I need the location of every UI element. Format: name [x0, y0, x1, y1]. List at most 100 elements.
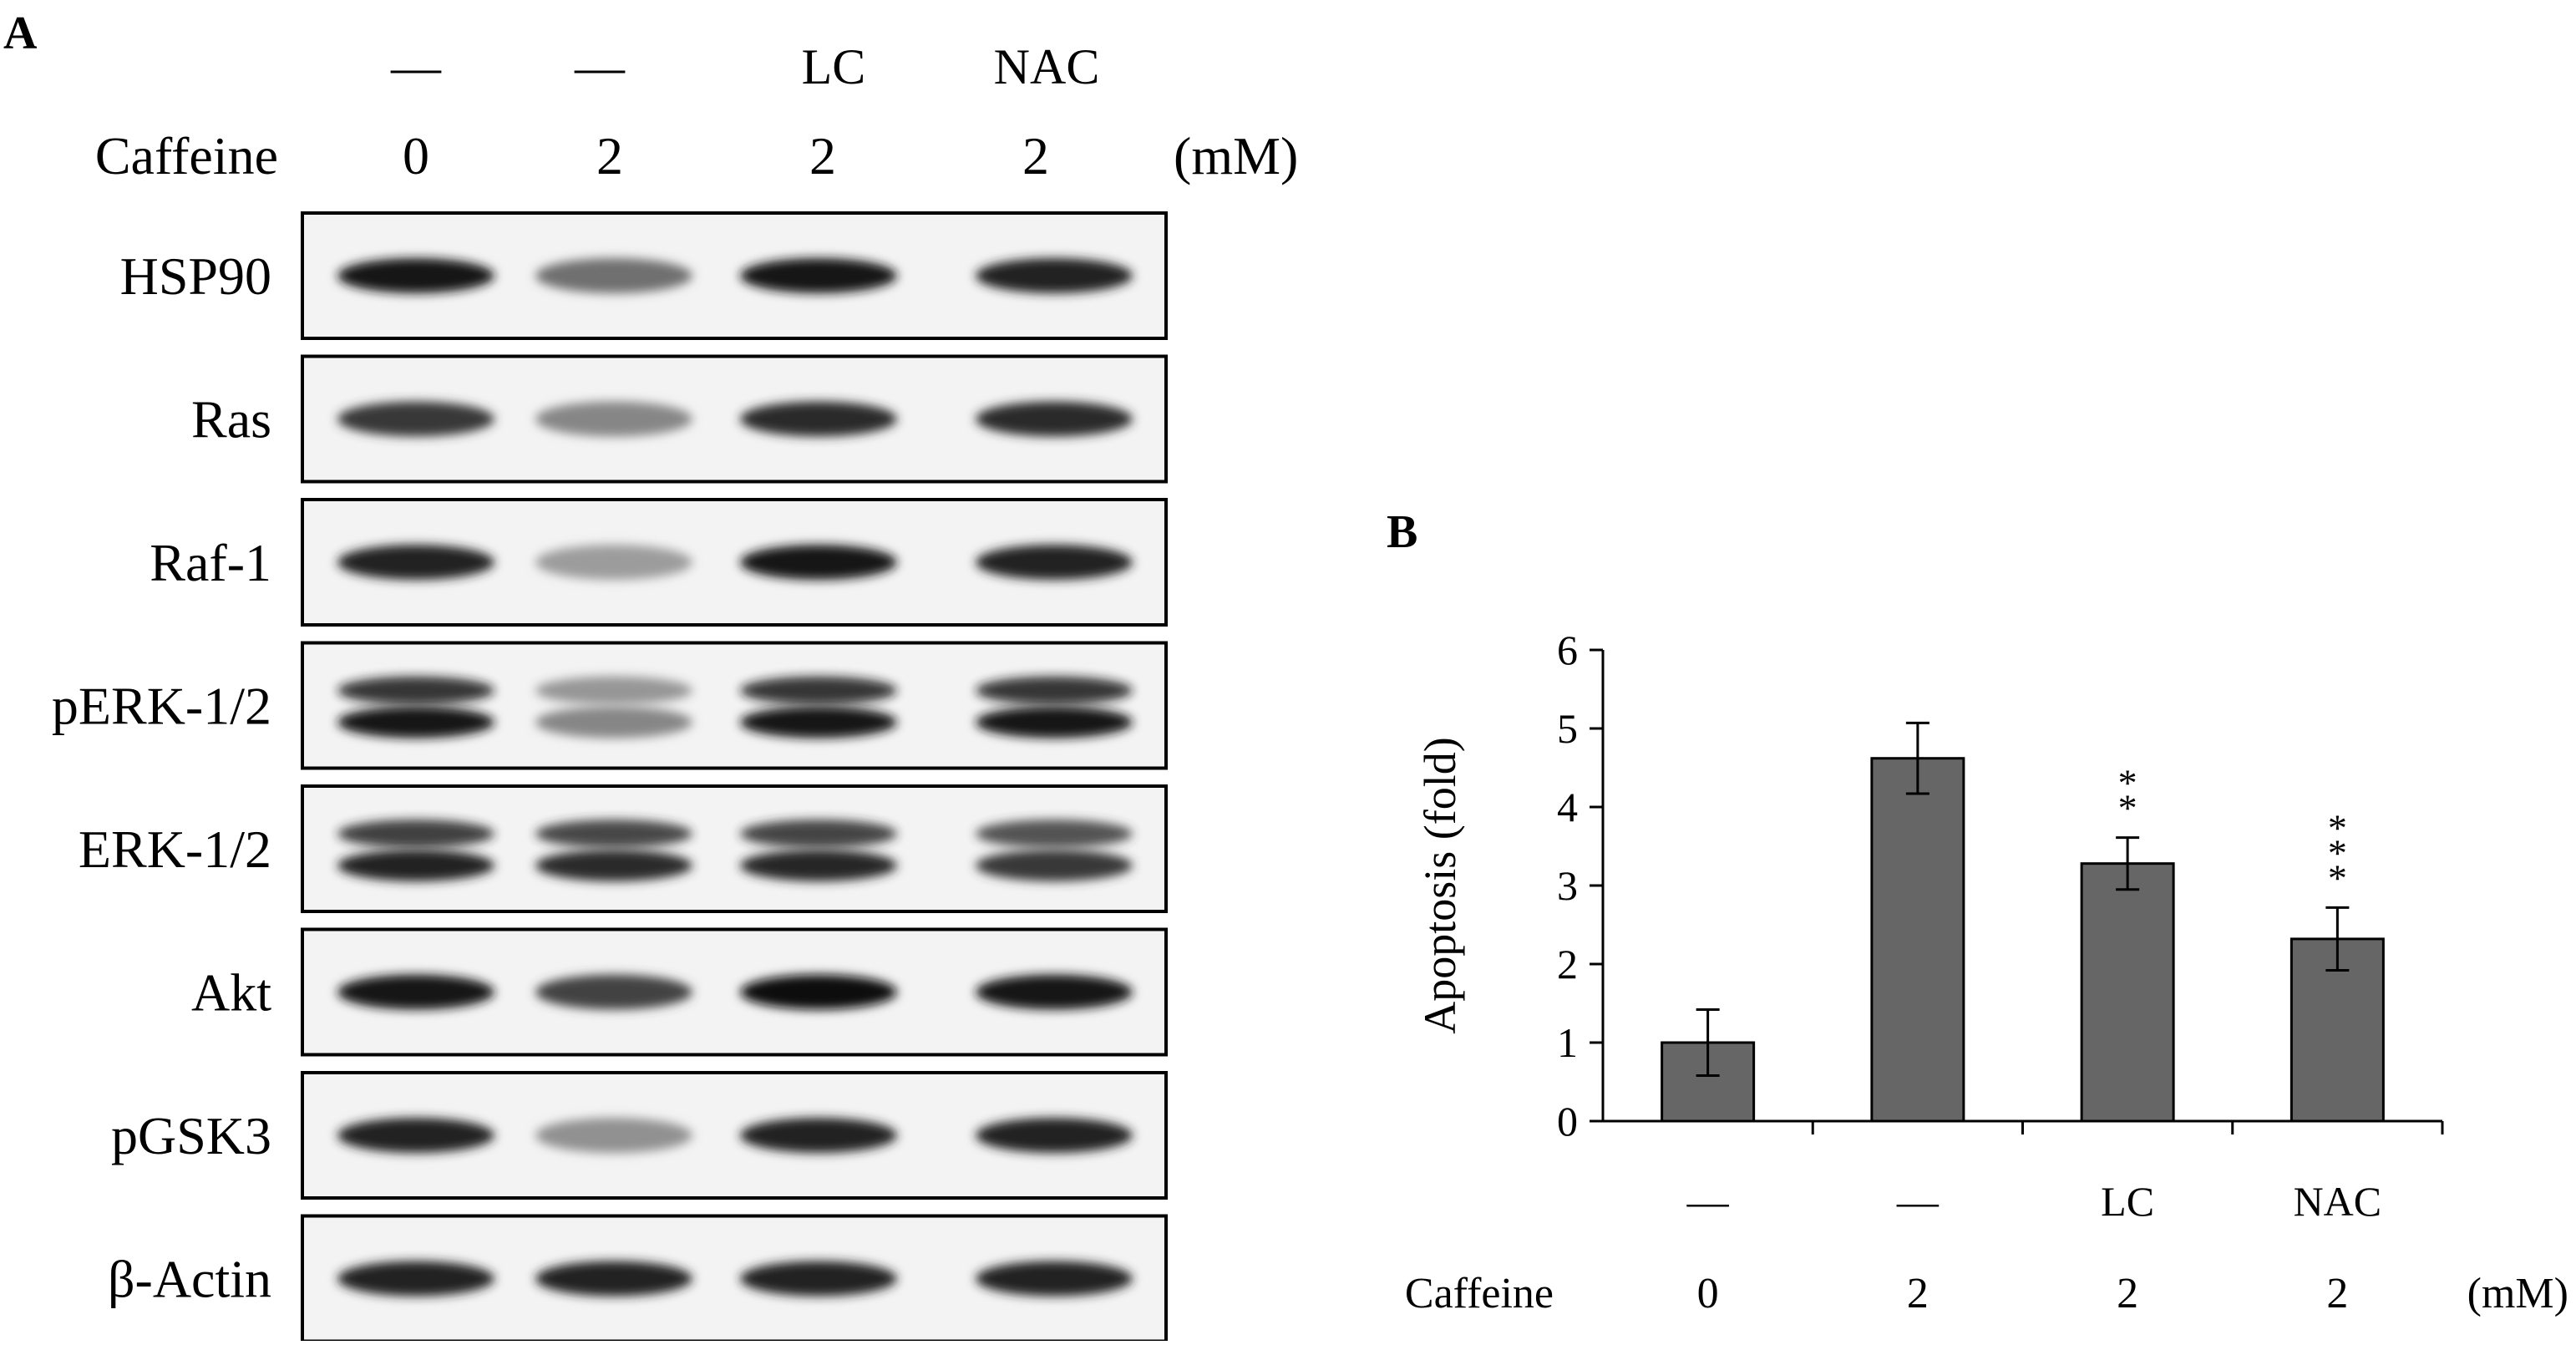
dose-label: 2: [596, 126, 623, 185]
caffeine-label: Caffeine: [95, 126, 278, 185]
y-axis-label: Apoptosis (fold): [1415, 737, 1465, 1033]
dose-label: 0: [1697, 1270, 1719, 1317]
panel-a-treatment-row: — — LC NAC: [390, 39, 1099, 94]
blot-band: [535, 706, 692, 738]
error-bar: [2325, 906, 2350, 972]
error-bars: [1696, 721, 2350, 1077]
panel-b-label: B: [1387, 506, 1417, 558]
error-bar: [1905, 721, 1929, 795]
dose-label: 2: [2117, 1270, 2138, 1317]
blot-band: [337, 820, 494, 848]
panel-a-label: A: [3, 8, 38, 59]
blot-band: [740, 850, 897, 881]
blot-band: [337, 706, 494, 738]
blot-row: β-Actin: [108, 1214, 1168, 1343]
caffeine-label: Caffeine: [1405, 1270, 1554, 1317]
blot-band: [535, 820, 692, 848]
dose-label: 2: [1022, 126, 1049, 185]
blot-band: [976, 1118, 1133, 1153]
protein-label: Raf-1: [150, 533, 271, 592]
blot-band: [740, 676, 897, 705]
blot-band: [740, 820, 897, 848]
unit-label: (mM): [1174, 126, 1298, 185]
blot-band: [976, 974, 1133, 1010]
blot-band: [535, 258, 692, 293]
treatment-label: LC: [802, 39, 866, 94]
blot-band: [976, 706, 1133, 738]
protein-label: β-Actin: [108, 1250, 271, 1309]
blot-band: [740, 545, 897, 580]
protein-label: HSP90: [120, 246, 271, 306]
blot-row: ERK-1/2: [79, 784, 1168, 913]
blot-band: [535, 545, 692, 580]
blot-band: [337, 974, 494, 1010]
blot-frame: [301, 784, 1168, 913]
protein-label: Akt: [191, 963, 271, 1023]
blot-band: [976, 676, 1133, 705]
treatment-label: NAC: [2294, 1178, 2382, 1225]
protein-label: ERK-1/2: [79, 820, 271, 879]
treatment-label: LC: [2101, 1178, 2154, 1225]
blot-row: pGSK3: [111, 1071, 1168, 1200]
blot-band: [337, 258, 494, 293]
blot-band: [535, 1118, 692, 1153]
dose-label: 2: [809, 126, 836, 185]
y-tick-label: 0: [1557, 1098, 1578, 1145]
bar: [1870, 757, 1965, 1123]
blot-band: [535, 974, 692, 1010]
blot-row: HSP90: [120, 211, 1168, 340]
blot-band: [535, 1261, 692, 1297]
blot-band: [337, 850, 494, 881]
blot-band: [976, 545, 1133, 580]
bar: [2080, 862, 2175, 1123]
blot-band: [976, 850, 1133, 881]
significance-label: * * *: [2328, 806, 2347, 899]
blot-frame: [301, 641, 1168, 770]
blot-row: Akt: [191, 927, 1168, 1057]
blot-row: Ras: [191, 354, 1168, 484]
blot-band: [337, 1261, 494, 1297]
blot-band: [535, 401, 692, 437]
treatment-label: —: [1896, 1178, 1940, 1225]
treatment-label: —: [390, 39, 442, 94]
blot-band: [740, 401, 897, 437]
bars: [1661, 757, 2385, 1123]
blot-band: [976, 1261, 1133, 1297]
significance-marks: * * * * *: [2118, 762, 2347, 900]
dose-label: 2: [1907, 1270, 1929, 1317]
y-tick-label: 2: [1557, 941, 1578, 987]
western-blot-panels: HSP90 Ras Raf-1 pERK-1/2 ERK-1/2 Akt pGSK3 β-Ac…: [52, 211, 1168, 1343]
dose-label: 2: [2326, 1270, 2348, 1317]
blot-band: [535, 676, 692, 705]
y-tick-label: 3: [1557, 862, 1578, 909]
y-tick-label: 5: [1557, 705, 1578, 752]
blot-band: [740, 1118, 897, 1153]
blot-band: [976, 820, 1133, 848]
treatment-label: NAC: [994, 39, 1100, 94]
y-axis-ticks: 0 1 2 3 4 5 6: [1557, 627, 1603, 1145]
panel-a-dose-row: Caffeine 0 2 2 2 (mM): [95, 126, 1298, 185]
blot-band: [740, 1261, 897, 1297]
protein-label: Ras: [191, 390, 271, 449]
blot-band: [976, 401, 1133, 437]
significance-label: * *: [2118, 762, 2137, 830]
blot-row: pERK-1/2: [52, 641, 1168, 770]
blot-band: [337, 676, 494, 705]
y-tick-label: 1: [1557, 1019, 1578, 1066]
panel-b-dose-row: Caffeine (mM) 0 2 2 2: [1405, 1270, 2568, 1317]
blot-band: [740, 258, 897, 293]
blot-band: [740, 974, 897, 1010]
blot-band: [976, 258, 1133, 293]
panel-b-treatment-row: — — LC NAC: [1686, 1178, 2382, 1225]
protein-label: pGSK3: [111, 1106, 271, 1165]
dose-label: 0: [403, 126, 429, 185]
blot-band: [740, 706, 897, 738]
blot-row: Raf-1: [150, 498, 1168, 627]
y-tick-label: 6: [1557, 627, 1578, 673]
blot-band: [337, 401, 494, 437]
y-tick-label: 4: [1557, 784, 1578, 830]
blot-band: [337, 545, 494, 580]
